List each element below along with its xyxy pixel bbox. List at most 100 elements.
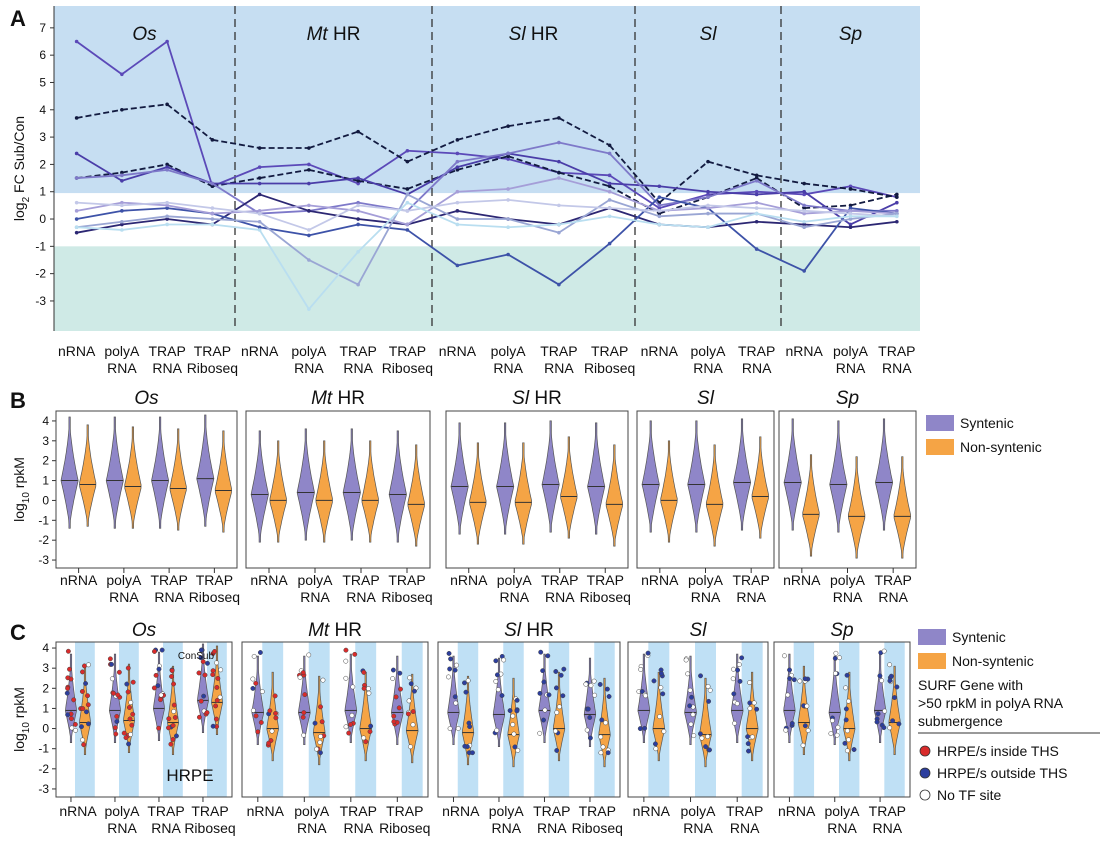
gene-point — [65, 675, 71, 681]
gene-point — [553, 685, 559, 691]
gene-point — [130, 711, 136, 717]
panel-c-legend: Syntenic Non-syntenic SURF Gene with >50… — [918, 629, 1100, 803]
series-8-point — [657, 214, 662, 219]
y-tick-label: 6 — [39, 48, 46, 62]
gene-point — [875, 711, 881, 717]
series-9-connector — [756, 207, 805, 212]
panel-b-legend: Syntenic Non-syntenic — [926, 415, 1042, 455]
y-tick-label: 2 — [42, 681, 49, 695]
gene-point — [787, 676, 793, 681]
violin-body — [492, 657, 506, 748]
series-1-segment — [357, 130, 408, 163]
series-3-point — [706, 189, 710, 194]
series-4-point — [802, 203, 806, 208]
y-tick-label: 1 — [42, 701, 49, 715]
legend-marker-hrpe-outside — [919, 767, 931, 779]
gene-point — [318, 733, 324, 739]
gene-point — [537, 730, 543, 736]
series-7-segment — [166, 204, 213, 215]
gene-point — [156, 725, 162, 731]
series-10-point — [405, 200, 410, 205]
series-4-segment — [507, 141, 560, 155]
gene-point — [598, 734, 604, 740]
series-8-segment — [167, 215, 213, 220]
gene-point — [73, 727, 78, 733]
gene-point — [297, 674, 303, 680]
gene-point — [707, 687, 713, 693]
gene-point — [494, 672, 500, 678]
x-tick-label: nRNA — [247, 803, 285, 819]
series-1-connector — [608, 144, 661, 204]
series-1-point — [895, 195, 899, 199]
gene-point — [128, 700, 134, 705]
x-tick-label-line2: Riboseq — [381, 589, 432, 605]
violin-body — [344, 653, 358, 743]
gene-point — [79, 689, 85, 694]
gene-point — [69, 725, 75, 731]
violin-body — [583, 657, 597, 748]
series-8-point — [848, 217, 853, 221]
gene-point — [124, 681, 130, 687]
gene-point — [452, 694, 458, 700]
gene-point — [887, 662, 893, 668]
violin-body — [169, 428, 187, 531]
series-9-point — [455, 200, 460, 205]
gene-point — [745, 734, 751, 740]
x-tick-label-line2: RNA — [343, 820, 373, 836]
violin-body — [893, 456, 911, 559]
series-10-point — [607, 214, 612, 219]
gene-point — [114, 713, 120, 719]
violin-non-syntenic — [751, 436, 769, 539]
series-4-point — [74, 176, 79, 180]
series-8-point — [802, 225, 806, 230]
legend-swatch-syntenic — [918, 629, 946, 645]
gene-point — [802, 676, 808, 682]
gene-point — [343, 658, 349, 664]
gene-point — [605, 750, 611, 756]
violin-non-syntenic — [124, 426, 142, 529]
series-9-connector — [407, 201, 458, 212]
gene-point — [515, 747, 521, 753]
series-9-segment — [121, 201, 168, 207]
series-8-point — [607, 198, 612, 202]
y-axis-label-rest: FC Sub/Con — [11, 116, 27, 197]
x-tick-label-line2: RNA — [833, 589, 863, 605]
series-3-point — [455, 165, 460, 169]
gene-point — [204, 710, 210, 716]
group-title-2: Sl HR — [504, 620, 554, 641]
gene-point — [121, 730, 127, 736]
series-4-connector — [608, 152, 660, 206]
gene-point — [688, 721, 694, 727]
series-4-point — [120, 173, 124, 178]
violin-body — [298, 655, 311, 746]
gene-point — [317, 750, 323, 756]
gene-point — [844, 748, 850, 754]
violin-non-syntenic — [214, 430, 232, 533]
series-8-connector — [609, 199, 660, 218]
x-tick-label-line2: RNA — [736, 589, 766, 605]
series-6-point — [356, 222, 360, 227]
series-2-point — [754, 176, 759, 180]
gene-point — [173, 733, 179, 739]
series-1-point — [607, 143, 612, 148]
violin-syntenic — [342, 428, 361, 541]
violin-non-syntenic — [552, 671, 566, 762]
series-2-point — [120, 170, 124, 175]
gene-point — [787, 667, 792, 673]
group-title-species: Os — [132, 620, 157, 641]
series-1-point — [307, 146, 311, 150]
gene-point — [72, 721, 78, 727]
x-tick-label: TRAP — [342, 572, 379, 588]
gene-point — [112, 725, 118, 731]
series-4-point — [165, 168, 169, 172]
gene-point — [166, 725, 171, 731]
gene-point — [107, 656, 113, 662]
x-tick-label-line2: RNA — [691, 589, 721, 605]
gene-point — [652, 741, 658, 747]
gene-point — [791, 677, 797, 683]
group-frame — [445, 410, 629, 569]
gene-point — [109, 676, 115, 682]
gene-point — [603, 720, 609, 726]
gene-point — [361, 669, 367, 675]
